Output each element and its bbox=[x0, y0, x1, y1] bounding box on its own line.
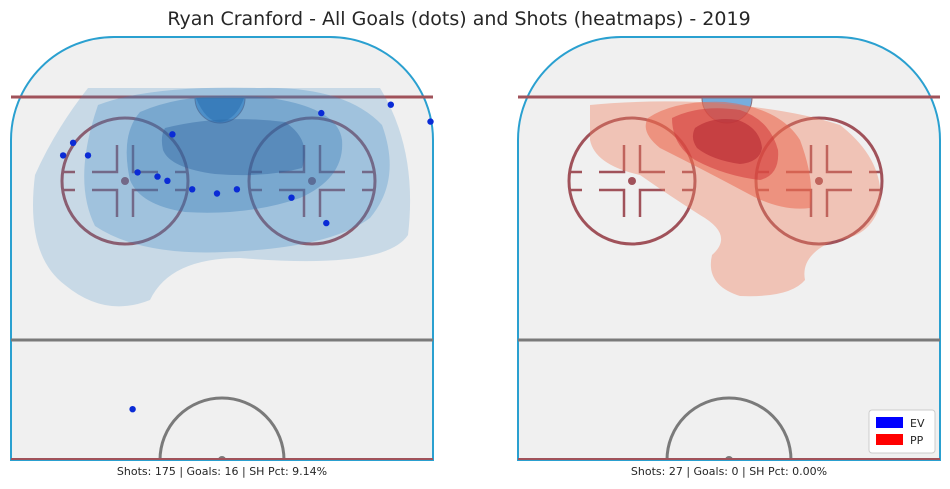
heatmap-ev-level-2 bbox=[84, 87, 390, 253]
goal-dot-ev-15 bbox=[129, 406, 136, 413]
goal-dot-ev-12 bbox=[213, 190, 221, 197]
faceoff-circle-right bbox=[247, 116, 377, 246]
goal-dot-ev-5 bbox=[59, 152, 67, 159]
goal-dot-ev-11 bbox=[233, 186, 241, 193]
panel-pp: Shots: 27 | Goals: 0 | SH Pct: 0.00% bbox=[517, 36, 941, 478]
heatmap-ev-level-1 bbox=[33, 88, 411, 307]
legend-label-pp: PP bbox=[910, 434, 924, 447]
goal-dot-ev-7 bbox=[134, 169, 141, 176]
goal-dot-ev-3 bbox=[169, 131, 176, 138]
goal-dot-ev-13 bbox=[288, 194, 295, 201]
hash-marks-left bbox=[569, 145, 695, 217]
heatmap-ev-level-5 bbox=[196, 98, 244, 122]
legend-swatch-pp bbox=[876, 434, 903, 445]
heatmap-ev-level-4 bbox=[161, 119, 305, 176]
faceoff-dot-left bbox=[628, 177, 636, 185]
heatmap-pp bbox=[590, 101, 881, 297]
legend-label-ev: EV bbox=[910, 417, 925, 430]
hash-marks-left bbox=[62, 145, 188, 217]
legend-swatch-ev bbox=[876, 417, 903, 428]
rink-boards bbox=[517, 36, 941, 461]
heatmap-pp-level-4 bbox=[692, 119, 762, 164]
faceoff-circle-left bbox=[567, 116, 697, 246]
goal-dot-ev-14 bbox=[323, 219, 330, 227]
goal-dot-ev-0 bbox=[318, 109, 325, 117]
goals-ev bbox=[59, 101, 434, 413]
center-circle bbox=[665, 396, 793, 460]
center-circle bbox=[158, 396, 286, 460]
heatmap-pp-level-1 bbox=[590, 101, 881, 297]
panel-ev: Shots: 175 | Goals: 16 | SH Pct: 9.14% bbox=[10, 36, 434, 478]
goal-dot-ev-9 bbox=[164, 177, 171, 184]
caption-ev: Shots: 175 | Goals: 16 | SH Pct: 9.14% bbox=[117, 465, 327, 478]
faceoff-dot-right bbox=[308, 177, 316, 185]
faceoff-circle-left bbox=[60, 116, 190, 246]
goal-dot-ev-10 bbox=[189, 186, 196, 193]
chart-title: Ryan Cranford - All Goals (dots) and Sho… bbox=[167, 8, 750, 30]
goal-dot-ev-2 bbox=[427, 118, 434, 125]
hash-marks-right bbox=[249, 145, 375, 217]
goal-dot-ev-1 bbox=[387, 101, 394, 108]
faceoff-dot-right bbox=[815, 177, 823, 185]
goal-dot-ev-4 bbox=[69, 139, 77, 146]
rink-boards bbox=[10, 36, 434, 461]
legend: EV PP bbox=[868, 409, 936, 454]
goal-dot-ev-6 bbox=[84, 152, 92, 159]
goal-dot-ev-8 bbox=[154, 173, 161, 180]
heatmap-ev-level-3 bbox=[126, 95, 343, 213]
caption-pp: Shots: 27 | Goals: 0 | SH Pct: 0.00% bbox=[631, 465, 827, 478]
heatmap-ev bbox=[33, 87, 411, 307]
legend-frame bbox=[868, 409, 936, 454]
faceoff-dot-left bbox=[121, 177, 129, 185]
